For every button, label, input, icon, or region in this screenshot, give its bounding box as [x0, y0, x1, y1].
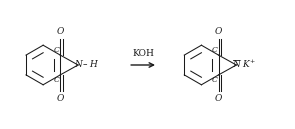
Text: C: C [212, 46, 217, 54]
Text: O: O [215, 27, 222, 36]
Text: K: K [242, 61, 249, 70]
Text: H: H [89, 61, 97, 70]
Text: C: C [212, 76, 217, 84]
Text: C: C [53, 46, 59, 54]
Text: –: – [83, 61, 88, 70]
Text: +: + [249, 59, 255, 64]
Text: C: C [53, 76, 59, 84]
Text: O: O [57, 27, 64, 36]
Text: N: N [232, 61, 240, 70]
Text: O: O [57, 94, 64, 103]
Text: N: N [74, 61, 82, 70]
Text: O: O [215, 94, 222, 103]
Text: KOH: KOH [132, 49, 154, 58]
